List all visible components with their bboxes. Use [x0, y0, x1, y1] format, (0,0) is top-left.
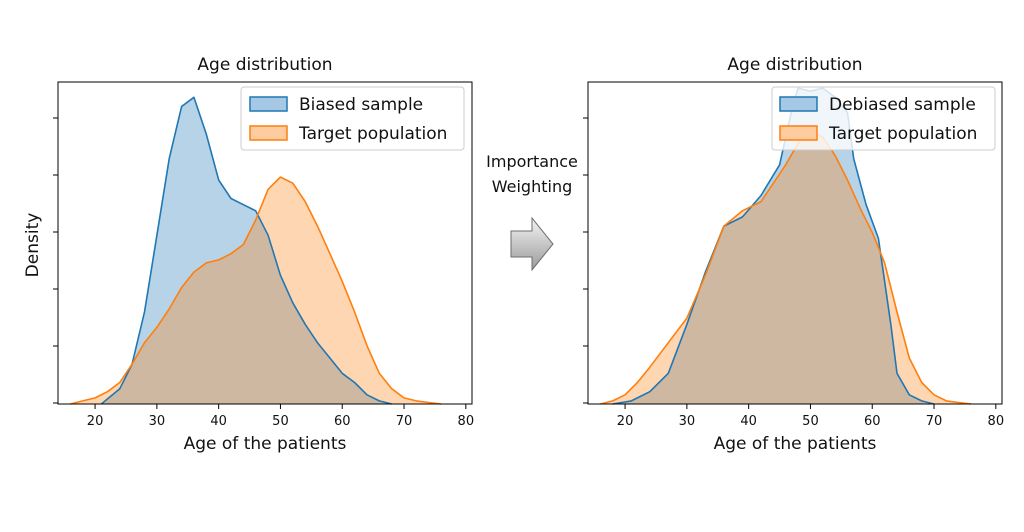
y-axis-label: Density: [23, 213, 43, 278]
series-2-area: [600, 131, 972, 404]
legend-label-series-1: Debiased sample: [829, 95, 976, 115]
legend-label-series-2: Target population: [298, 124, 447, 144]
plot-area: [70, 96, 442, 405]
transition-label-line-1: Importance: [486, 152, 578, 171]
legend-label-series-1: Biased sample: [299, 95, 423, 115]
chart-left: Age distribution Density Age of the pati…: [23, 55, 474, 454]
legend-swatch-series-2: [779, 125, 818, 141]
x-tick-label: 40: [210, 414, 227, 429]
legend-box: [240, 86, 465, 151]
series-1-area: [612, 88, 934, 404]
legend-swatch-series-1: [779, 96, 818, 112]
x-tick-label: 50: [802, 414, 819, 429]
x-axis-label: Age of the patients: [714, 434, 877, 454]
x-tick-label: 20: [617, 414, 634, 429]
x-axis-ticks: 20 30 40 50 60 70 80: [617, 404, 1004, 429]
series-2-area: [70, 177, 442, 404]
x-axis-label: Age of the patients: [184, 434, 347, 454]
series-1-line: [100, 96, 392, 405]
series-2-line: [70, 176, 442, 405]
x-tick-label: 30: [149, 414, 166, 429]
x-tick-label: 80: [988, 414, 1005, 429]
plot-area: [600, 87, 972, 405]
transition-label-line-2: Weighting: [491, 177, 573, 196]
series-1-area: [101, 97, 392, 405]
chart-title: Age distribution: [197, 55, 332, 75]
x-tick-label: 60: [864, 414, 881, 429]
axes-frame: [57, 81, 473, 405]
legend: Debiased sample Target population: [771, 86, 996, 151]
legend-swatch-series-2: [249, 125, 288, 141]
axes-frame: [587, 81, 1003, 405]
x-tick-label: 30: [679, 414, 696, 429]
y-axis-ticks: [53, 117, 58, 404]
legend-label-series-2: Target population: [828, 124, 977, 144]
arrow-right-icon: [510, 216, 554, 272]
y-axis-ticks: [583, 117, 588, 404]
x-tick-label: 50: [272, 414, 289, 429]
x-tick-label: 20: [87, 414, 104, 429]
chart-right: Age distribution Age of the patients 20 3…: [583, 55, 1004, 454]
legend-swatch-series-1: [249, 96, 288, 112]
chart-title: Age distribution: [727, 55, 862, 75]
x-tick-label: 40: [740, 414, 757, 429]
legend: Biased sample Target population: [240, 86, 465, 151]
x-tick-label: 70: [926, 414, 943, 429]
x-axis-ticks: 20 30 40 50 60 70 80: [87, 404, 474, 429]
x-tick-label: 80: [458, 414, 475, 429]
x-tick-label: 60: [334, 414, 351, 429]
x-tick-label: 70: [396, 414, 413, 429]
legend-box: [771, 86, 996, 151]
